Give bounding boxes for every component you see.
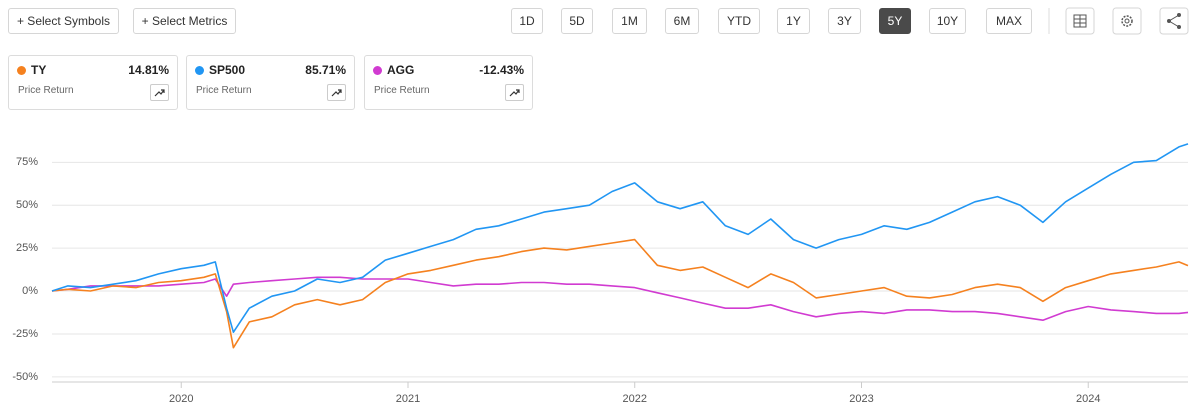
symbol-change: 85.71% [305,63,346,77]
symbol-change: -12.43% [479,63,524,77]
x-tick-label: 2020 [169,393,193,405]
chart-icon[interactable] [327,84,346,101]
symbol-name: TY [31,63,47,77]
symbol-name: AGG [387,63,415,77]
chart-icon[interactable] [150,84,169,101]
y-tick-label: -50% [12,371,38,383]
y-tick-label: 0% [22,285,38,297]
y-tick-label: -25% [12,328,38,340]
range-button[interactable]: 1M [612,8,647,34]
symbol-card[interactable]: SP500 85.71% Price Return [186,55,355,110]
metric-label: Price Return [374,85,430,96]
y-tick-label: 25% [16,242,38,254]
chart-icon[interactable] [505,84,524,101]
range-button[interactable]: 1D [511,8,543,34]
range-button[interactable]: 6M [665,8,699,34]
range-button[interactable]: 5D [561,8,593,34]
series-line [51,143,1189,333]
x-tick-label: 2021 [396,393,420,405]
symbol-dot [17,66,26,75]
series-line [51,276,1189,321]
y-tick-label: 50% [16,199,38,211]
series-line [51,238,1189,349]
symbol-dot [373,66,382,75]
metric-label: Price Return [196,85,252,96]
toolbar-button[interactable]: + Select Symbols [8,8,119,34]
symbol-dot [195,66,204,75]
toolbar-button[interactable]: + Select Metrics [133,8,236,34]
range-button[interactable]: 5Y [879,8,911,34]
range-button[interactable]: YTD [718,8,760,34]
x-tick-label: 2024 [1076,393,1100,405]
symbol-change: 14.81% [128,63,169,77]
symbol-name: SP500 [209,63,246,77]
settings-icon[interactable] [1112,7,1142,35]
range-button[interactable]: 10Y [929,8,966,34]
x-tick-label: 2023 [849,393,873,405]
symbol-card[interactable]: AGG -12.43% Price Return [364,55,533,110]
share-icon[interactable] [1159,7,1189,35]
trend-icon [154,89,165,97]
trend-icon [331,89,342,97]
metric-label: Price Return [18,85,74,96]
y-tick-label: 75% [16,156,38,168]
trend-icon [509,89,520,97]
symbol-card[interactable]: TY 14.81% Price Return [8,55,178,110]
table-icon[interactable] [1065,7,1095,35]
range-button[interactable]: 1Y [777,8,810,34]
range-button[interactable]: MAX [986,8,1032,34]
x-tick-label: 2022 [622,393,646,405]
range-button[interactable]: 3Y [828,8,861,34]
